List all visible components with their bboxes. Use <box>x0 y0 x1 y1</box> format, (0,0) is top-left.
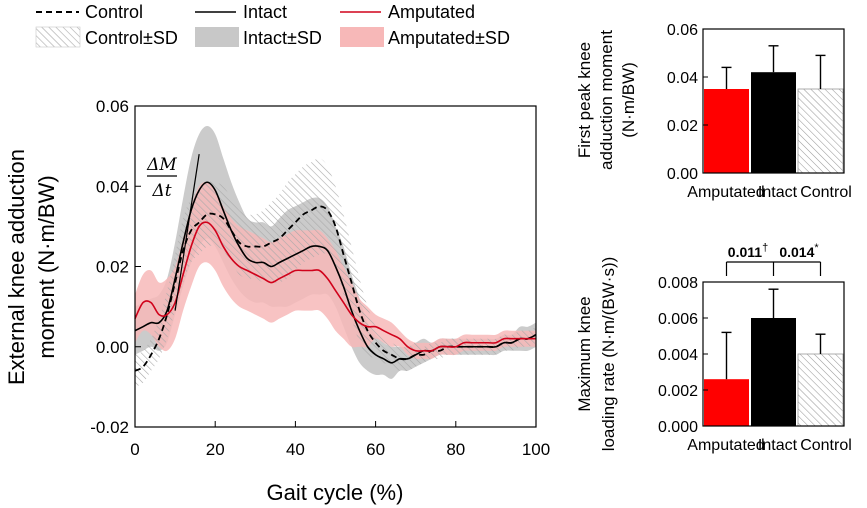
bar2-y-tick-label: 0.000 <box>658 419 698 436</box>
bar2-x-label-intact: Intact <box>758 437 798 454</box>
loading-rate-y-ticks: 0.000 0.002 0.004 0.006 0.008 <box>658 275 708 436</box>
bar2-y-tick-label: 0.004 <box>658 347 698 364</box>
legend-intact-sd-label: Intact±SD <box>243 28 322 48</box>
legend-control-sd-swatch <box>35 26 81 48</box>
bar1-y-tick-label: 0.00 <box>667 166 698 183</box>
legend-amputated-sd-label: Amputated±SD <box>388 28 510 48</box>
first-peak-y-label-line1: First peak knee <box>575 42 594 158</box>
bar2-x-label-control: Control <box>800 437 852 454</box>
legend-amputated-label: Amputated <box>388 2 475 22</box>
bar1-y-tick-label: 0.02 <box>667 118 698 135</box>
main-x-tick-label: 20 <box>206 440 225 459</box>
bar2-x-label-amputated: Amputated <box>687 437 764 454</box>
slope-numerator: ΔM <box>146 155 177 175</box>
bar1-y-tick-label: 0.06 <box>667 22 698 39</box>
significance-brackets: 0.011† 0.014* <box>725 242 822 276</box>
main-y-tick-label: -0.02 <box>90 418 129 437</box>
loading-rate-bar-chart: 0.000 0.002 0.004 0.006 0.008 AmputatedIntac… <box>575 242 852 454</box>
legend-control-label: Control <box>85 2 143 22</box>
bar1-x-label-intact: Intact <box>758 184 798 201</box>
main-x-tick-label: 40 <box>286 440 305 459</box>
bar-control <box>797 88 844 174</box>
legend-intact-label: Intact <box>243 2 287 22</box>
main-y-tick-label: 0.04 <box>96 177 129 196</box>
bar2-y-tick-label: 0.008 <box>658 275 698 292</box>
bar-intact <box>751 318 796 426</box>
legend-control-sd-label: Control±SD <box>85 28 178 48</box>
main-y-tick-label: 0.00 <box>96 338 129 357</box>
mean-lines <box>134 154 537 372</box>
first-peak-y-label-line2: adduction moment <box>597 30 616 170</box>
main-y-axis-label-line2: moment (N·m/BW) <box>34 175 59 358</box>
main-x-axis-label: Gait cycle (%) <box>267 480 404 505</box>
slope-denominator: Δt <box>151 181 171 201</box>
main-x-tick-label: 100 <box>522 440 550 459</box>
legend: Control Intact Amputated Control±SD Inta… <box>35 2 510 48</box>
main-y-axis-label-line1: External knee adduction <box>4 149 29 385</box>
significance-label-2: 0.014* <box>779 242 819 260</box>
main-x-tick-label: 60 <box>366 440 385 459</box>
first-peak-bars <box>704 45 844 174</box>
sd-bands <box>135 126 536 387</box>
mean-line-amputated <box>134 221 536 352</box>
bar2-y-tick-label: 0.002 <box>658 383 698 400</box>
legend-amputated-sd-swatch <box>340 27 384 47</box>
legend-intact-sd-swatch <box>195 27 239 47</box>
moment-line-chart: -0.02 0.00 0.02 0.04 0.06 0 20 40 60 80 100 Exter… <box>4 97 550 505</box>
loading-rate-y-label-line2: loading rate (N·m/(BW·s)) <box>599 257 618 452</box>
bar1-x-label-amputated: Amputated <box>687 184 764 201</box>
bar1-frame <box>702 28 845 174</box>
mean-line-intact <box>134 181 537 364</box>
main-x-tick-label: 0 <box>130 440 139 459</box>
main-y-ticks: -0.02 0.00 0.02 0.04 0.06 <box>90 97 141 437</box>
loading-rate-bars <box>704 288 844 427</box>
main-x-ticks: 0 20 40 60 80 100 <box>130 421 550 459</box>
main-y-tick-label: 0.06 <box>96 97 129 116</box>
first-peak-y-ticks: 0.00 0.02 0.04 0.06 <box>667 22 708 183</box>
bar-control <box>797 353 844 427</box>
slope-line <box>174 154 200 311</box>
significance-label-1: 0.011† <box>728 242 768 260</box>
loading-rate-y-label-line1: Maximum knee <box>575 296 594 411</box>
bar-intact <box>751 72 796 173</box>
first-peak-axes <box>702 28 845 174</box>
first-peak-y-label-line3: (N·m/BW) <box>619 62 638 138</box>
bar-amputated <box>704 89 749 173</box>
bar-amputated <box>704 379 749 426</box>
sd-band-control <box>135 158 536 387</box>
main-y-tick-label: 0.02 <box>96 258 129 277</box>
bar1-y-tick-label: 0.04 <box>667 70 698 87</box>
main-x-tick-label: 80 <box>446 440 465 459</box>
bar2-y-tick-label: 0.006 <box>658 311 698 328</box>
bar1-x-label-control: Control <box>800 184 852 201</box>
